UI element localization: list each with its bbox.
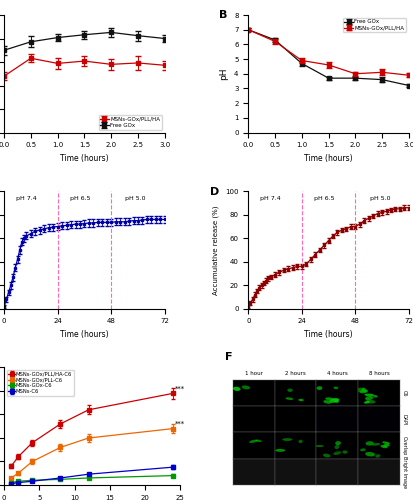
X-axis label: Time (hours): Time (hours): [60, 154, 109, 163]
Text: DAPI: DAPI: [402, 414, 407, 425]
Ellipse shape: [285, 398, 293, 400]
Text: D: D: [210, 186, 219, 196]
Ellipse shape: [372, 443, 380, 446]
Text: 8 hours: 8 hours: [368, 371, 389, 376]
Ellipse shape: [316, 386, 322, 390]
Ellipse shape: [256, 440, 261, 442]
Ellipse shape: [382, 442, 390, 444]
Y-axis label: pH: pH: [219, 68, 228, 80]
Ellipse shape: [362, 388, 367, 392]
Ellipse shape: [275, 449, 285, 452]
Ellipse shape: [334, 398, 339, 403]
Text: pH 7.4: pH 7.4: [16, 196, 37, 201]
Text: Bright Image: Bright Image: [402, 456, 407, 488]
Text: Overlap: Overlap: [402, 436, 407, 455]
Ellipse shape: [342, 450, 347, 454]
Ellipse shape: [334, 386, 338, 389]
Ellipse shape: [364, 401, 370, 404]
Ellipse shape: [330, 398, 339, 403]
Ellipse shape: [287, 388, 293, 392]
Ellipse shape: [365, 396, 373, 400]
Text: pH 6.5: pH 6.5: [70, 196, 90, 201]
Legend: Free GOx, MSNs-GOx/PLL/HA: Free GOx, MSNs-GOx/PLL/HA: [343, 18, 406, 32]
Text: pH 7.4: pH 7.4: [260, 196, 281, 201]
Ellipse shape: [333, 452, 341, 455]
X-axis label: Time (hours): Time (hours): [60, 330, 109, 339]
Ellipse shape: [298, 398, 304, 402]
Text: ***: ***: [175, 386, 185, 392]
Ellipse shape: [249, 440, 258, 443]
Text: pH 6.5: pH 6.5: [314, 196, 335, 201]
Ellipse shape: [366, 441, 374, 446]
Text: 1 hour: 1 hour: [245, 371, 263, 376]
Ellipse shape: [242, 386, 250, 390]
Text: C6: C6: [402, 390, 407, 396]
X-axis label: Time (hours): Time (hours): [304, 330, 353, 339]
Ellipse shape: [323, 400, 331, 404]
Ellipse shape: [335, 445, 339, 449]
Ellipse shape: [282, 438, 292, 441]
Ellipse shape: [299, 440, 303, 443]
Ellipse shape: [335, 441, 341, 445]
Text: pH 5.0: pH 5.0: [126, 196, 146, 201]
Ellipse shape: [360, 448, 366, 452]
Ellipse shape: [365, 452, 375, 456]
Text: pH 5.0: pH 5.0: [370, 196, 390, 201]
Ellipse shape: [366, 400, 375, 404]
Text: 4 hours: 4 hours: [327, 371, 348, 376]
Ellipse shape: [325, 398, 335, 400]
Text: B: B: [219, 10, 228, 20]
Legend: MSNs-GOx/PLL/HA, Free GOx: MSNs-GOx/PLL/HA, Free GOx: [99, 116, 162, 130]
Text: F: F: [225, 352, 232, 362]
Ellipse shape: [383, 444, 389, 447]
Ellipse shape: [375, 454, 380, 458]
Ellipse shape: [316, 445, 324, 447]
Legend: MSNs-GOx/PLL/HA-C6, MSNs-GOx/PLL-C6, MSNs-GOx-C6, MSNs-C6: MSNs-GOx/PLL/HA-C6, MSNs-GOx/PLL-C6, MSN…: [7, 370, 74, 396]
Y-axis label: Accumulative release (%): Accumulative release (%): [213, 205, 219, 294]
Ellipse shape: [373, 395, 377, 398]
Text: ***: ***: [175, 421, 185, 427]
Ellipse shape: [364, 394, 374, 396]
Ellipse shape: [359, 390, 368, 394]
X-axis label: Time (hours): Time (hours): [304, 154, 353, 163]
Text: 2 hours: 2 hours: [285, 371, 306, 376]
Ellipse shape: [233, 386, 240, 391]
Ellipse shape: [356, 388, 365, 392]
Ellipse shape: [323, 454, 330, 458]
Ellipse shape: [380, 445, 387, 448]
